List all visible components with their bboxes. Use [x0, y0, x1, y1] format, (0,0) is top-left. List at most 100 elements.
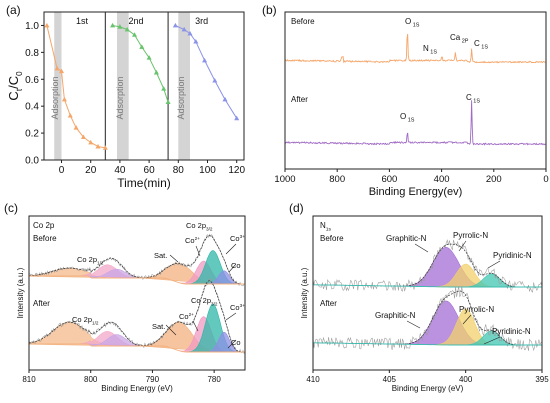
label-arrow	[462, 314, 472, 325]
adsorption-label: Adsorption	[50, 76, 60, 119]
peak-label: Co	[231, 261, 241, 270]
y-axis-label: Ct/C0	[6, 71, 24, 101]
panel-label: (b)	[262, 3, 277, 17]
series-name: After	[33, 299, 50, 308]
peak-label-element: Ca	[450, 33, 461, 42]
plot-frame	[28, 215, 246, 371]
data-point	[153, 69, 159, 75]
data-point	[234, 115, 240, 121]
y-tick-label: 0.0	[25, 156, 39, 167]
series-name: After	[320, 299, 337, 308]
peak-label-part: Co	[231, 261, 241, 270]
x-tick-label: 1000	[274, 174, 295, 185]
y-axis-label-part: t	[15, 88, 24, 91]
y-axis-label-part: 0	[15, 71, 24, 76]
data-point	[102, 145, 108, 150]
y-tick-label: 0.8	[25, 48, 39, 59]
data-point	[124, 26, 130, 32]
cycle-label: 1st	[76, 16, 89, 26]
peak-label-part: Co 2p	[186, 221, 206, 230]
data-point	[165, 99, 171, 105]
peak-label-orbital: 1S	[413, 23, 420, 29]
data-point	[181, 26, 187, 32]
label-arrow	[406, 320, 421, 329]
panel-title-part: 1s	[326, 226, 332, 232]
peak-label-part: Co	[179, 312, 189, 321]
spectrum-line	[285, 33, 546, 64]
baseline	[29, 275, 245, 285]
fit-envelope	[29, 235, 245, 285]
plot-frame	[43, 11, 245, 161]
label-arrow	[192, 320, 199, 332]
panel-d: (d) 410 405 400 395 Binding Energy (eV) Intens…	[289, 201, 549, 393]
data-point	[80, 134, 86, 140]
y-tick-label: 0.6	[25, 75, 39, 86]
panel-a: (a) Adsorption Adsorption Adsorption 1st 2nd 3…	[6, 3, 245, 190]
data-point	[54, 65, 60, 71]
x-tick-label: 410	[306, 375, 320, 384]
x-tick-label: 400	[459, 375, 473, 384]
label-arrow	[225, 243, 237, 255]
data-point	[95, 143, 101, 149]
x-tick-label: 780	[207, 375, 221, 384]
series-name: After	[291, 95, 308, 104]
series-name: Before	[291, 17, 315, 26]
data-point	[146, 55, 152, 60]
y-axis-label: Intensity (a.u.)	[300, 267, 309, 318]
cycle-label: 3rd	[195, 16, 208, 26]
peak-label-orbital: 1S	[408, 118, 415, 124]
data-point	[172, 22, 178, 28]
panel-c: (c) 810 800 790 780 Binding Energy (eV) Intens…	[4, 201, 246, 393]
x-axis-label: Time(min)	[117, 176, 171, 190]
y-tick-label: 0.4	[25, 102, 39, 113]
peak-label: Co3+	[230, 303, 245, 312]
data-point	[73, 125, 79, 130]
plot-frame	[284, 11, 547, 170]
peak-label-part: Co 2p	[77, 255, 97, 264]
label-arrow	[228, 263, 237, 273]
x-tick-label: 405	[383, 375, 397, 384]
x-tick-label: 20	[85, 165, 97, 176]
label-arrow	[483, 336, 501, 345]
data-point	[67, 112, 73, 118]
x-axis-label: Binding Energy(ev)	[369, 186, 463, 198]
peak-label-part: Sat.	[152, 322, 165, 331]
x-tick-label: 400	[434, 174, 450, 185]
peak-label: O 1S	[400, 112, 415, 124]
peak-label-part: Co 2p	[191, 296, 211, 305]
peak-label: Co 2p1/2	[72, 315, 99, 325]
panel-title-part: N	[320, 221, 326, 230]
peak-label-part: Co	[231, 338, 241, 347]
peak-label: Co3+	[230, 234, 245, 243]
x-tick-label: 120	[228, 165, 245, 176]
peak-label-element: C	[466, 93, 472, 102]
label-arrow	[414, 243, 429, 253]
peak-label-part: Co	[230, 234, 240, 243]
peak-label: Pyridinic-N	[492, 327, 531, 336]
cycle-label: 2nd	[128, 16, 143, 26]
series-name: Before	[320, 234, 344, 243]
data-point	[117, 24, 123, 29]
adsorption-label: Adsorption	[115, 76, 125, 119]
x-tick-label: 790	[146, 375, 160, 384]
peak-label-element: C	[474, 39, 480, 48]
peak-label-orbital: 2P	[462, 39, 469, 45]
x-tick-label: 810	[22, 375, 36, 384]
data-point	[59, 68, 65, 74]
data-point	[132, 32, 138, 37]
y-axis-label: Intensity (a.u.)	[16, 267, 25, 318]
peak-label: C 1S	[474, 39, 488, 51]
label-arrow	[458, 240, 467, 252]
peak-label: N 1S	[423, 44, 437, 56]
peak-label: Pyridinic-N	[493, 251, 532, 260]
data-point	[222, 96, 228, 102]
label-arrow	[227, 339, 237, 349]
peak-label-element: O	[405, 17, 411, 26]
peak-label: Co2+	[179, 312, 194, 321]
data-point	[139, 44, 145, 49]
peak-label-element: N	[423, 44, 429, 53]
peak-label: Pyrrolic-N	[453, 231, 488, 240]
peak-label: Co 2p3/2	[186, 221, 213, 231]
